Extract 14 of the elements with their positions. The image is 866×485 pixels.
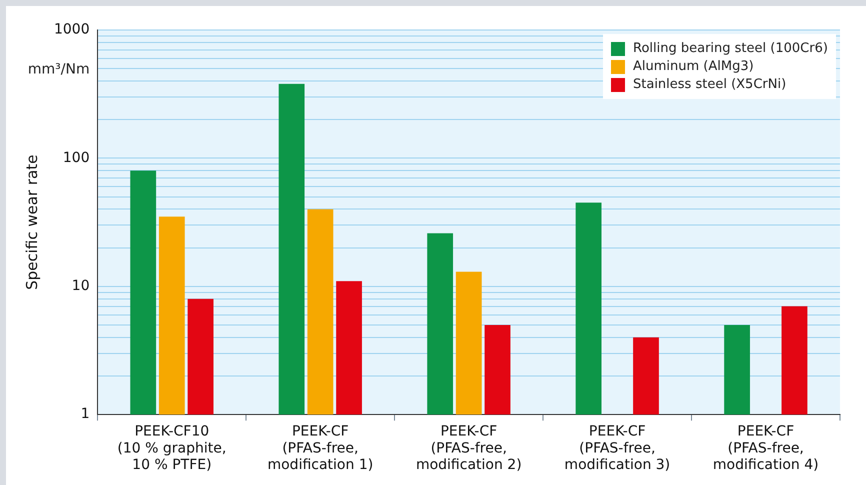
x-tick-label: PEEK-CF (PFAS-free, modification 3) <box>564 424 670 474</box>
y-tick-label: 1 <box>80 406 90 422</box>
legend-label: Aluminum (AlMg3) <box>633 59 754 74</box>
x-tick-label: PEEK-CF (PFAS-free, modification 4) <box>712 424 819 474</box>
y-tick-label: 10 <box>72 278 90 294</box>
legend-label: Stainless steel (X5CrNi) <box>633 77 786 92</box>
x-tick-label: PEEK-CF10 (10 % graphite, 10 % PTFE) <box>117 424 226 474</box>
x-tick-label: PEEK-CF (PFAS-free, modification 2) <box>416 424 522 474</box>
text: mm³/Nm <box>28 62 90 78</box>
y-tick-label: 100 <box>62 150 90 166</box>
x-tick-label: PEEK-CF (PFAS-free, modification 1) <box>267 424 374 474</box>
legend-label: Rolling bearing steel (100Cr6) <box>633 41 828 56</box>
y-axis-title: Specific wear rate <box>22 154 41 290</box>
y-tick-label: 1000 <box>54 22 90 38</box>
